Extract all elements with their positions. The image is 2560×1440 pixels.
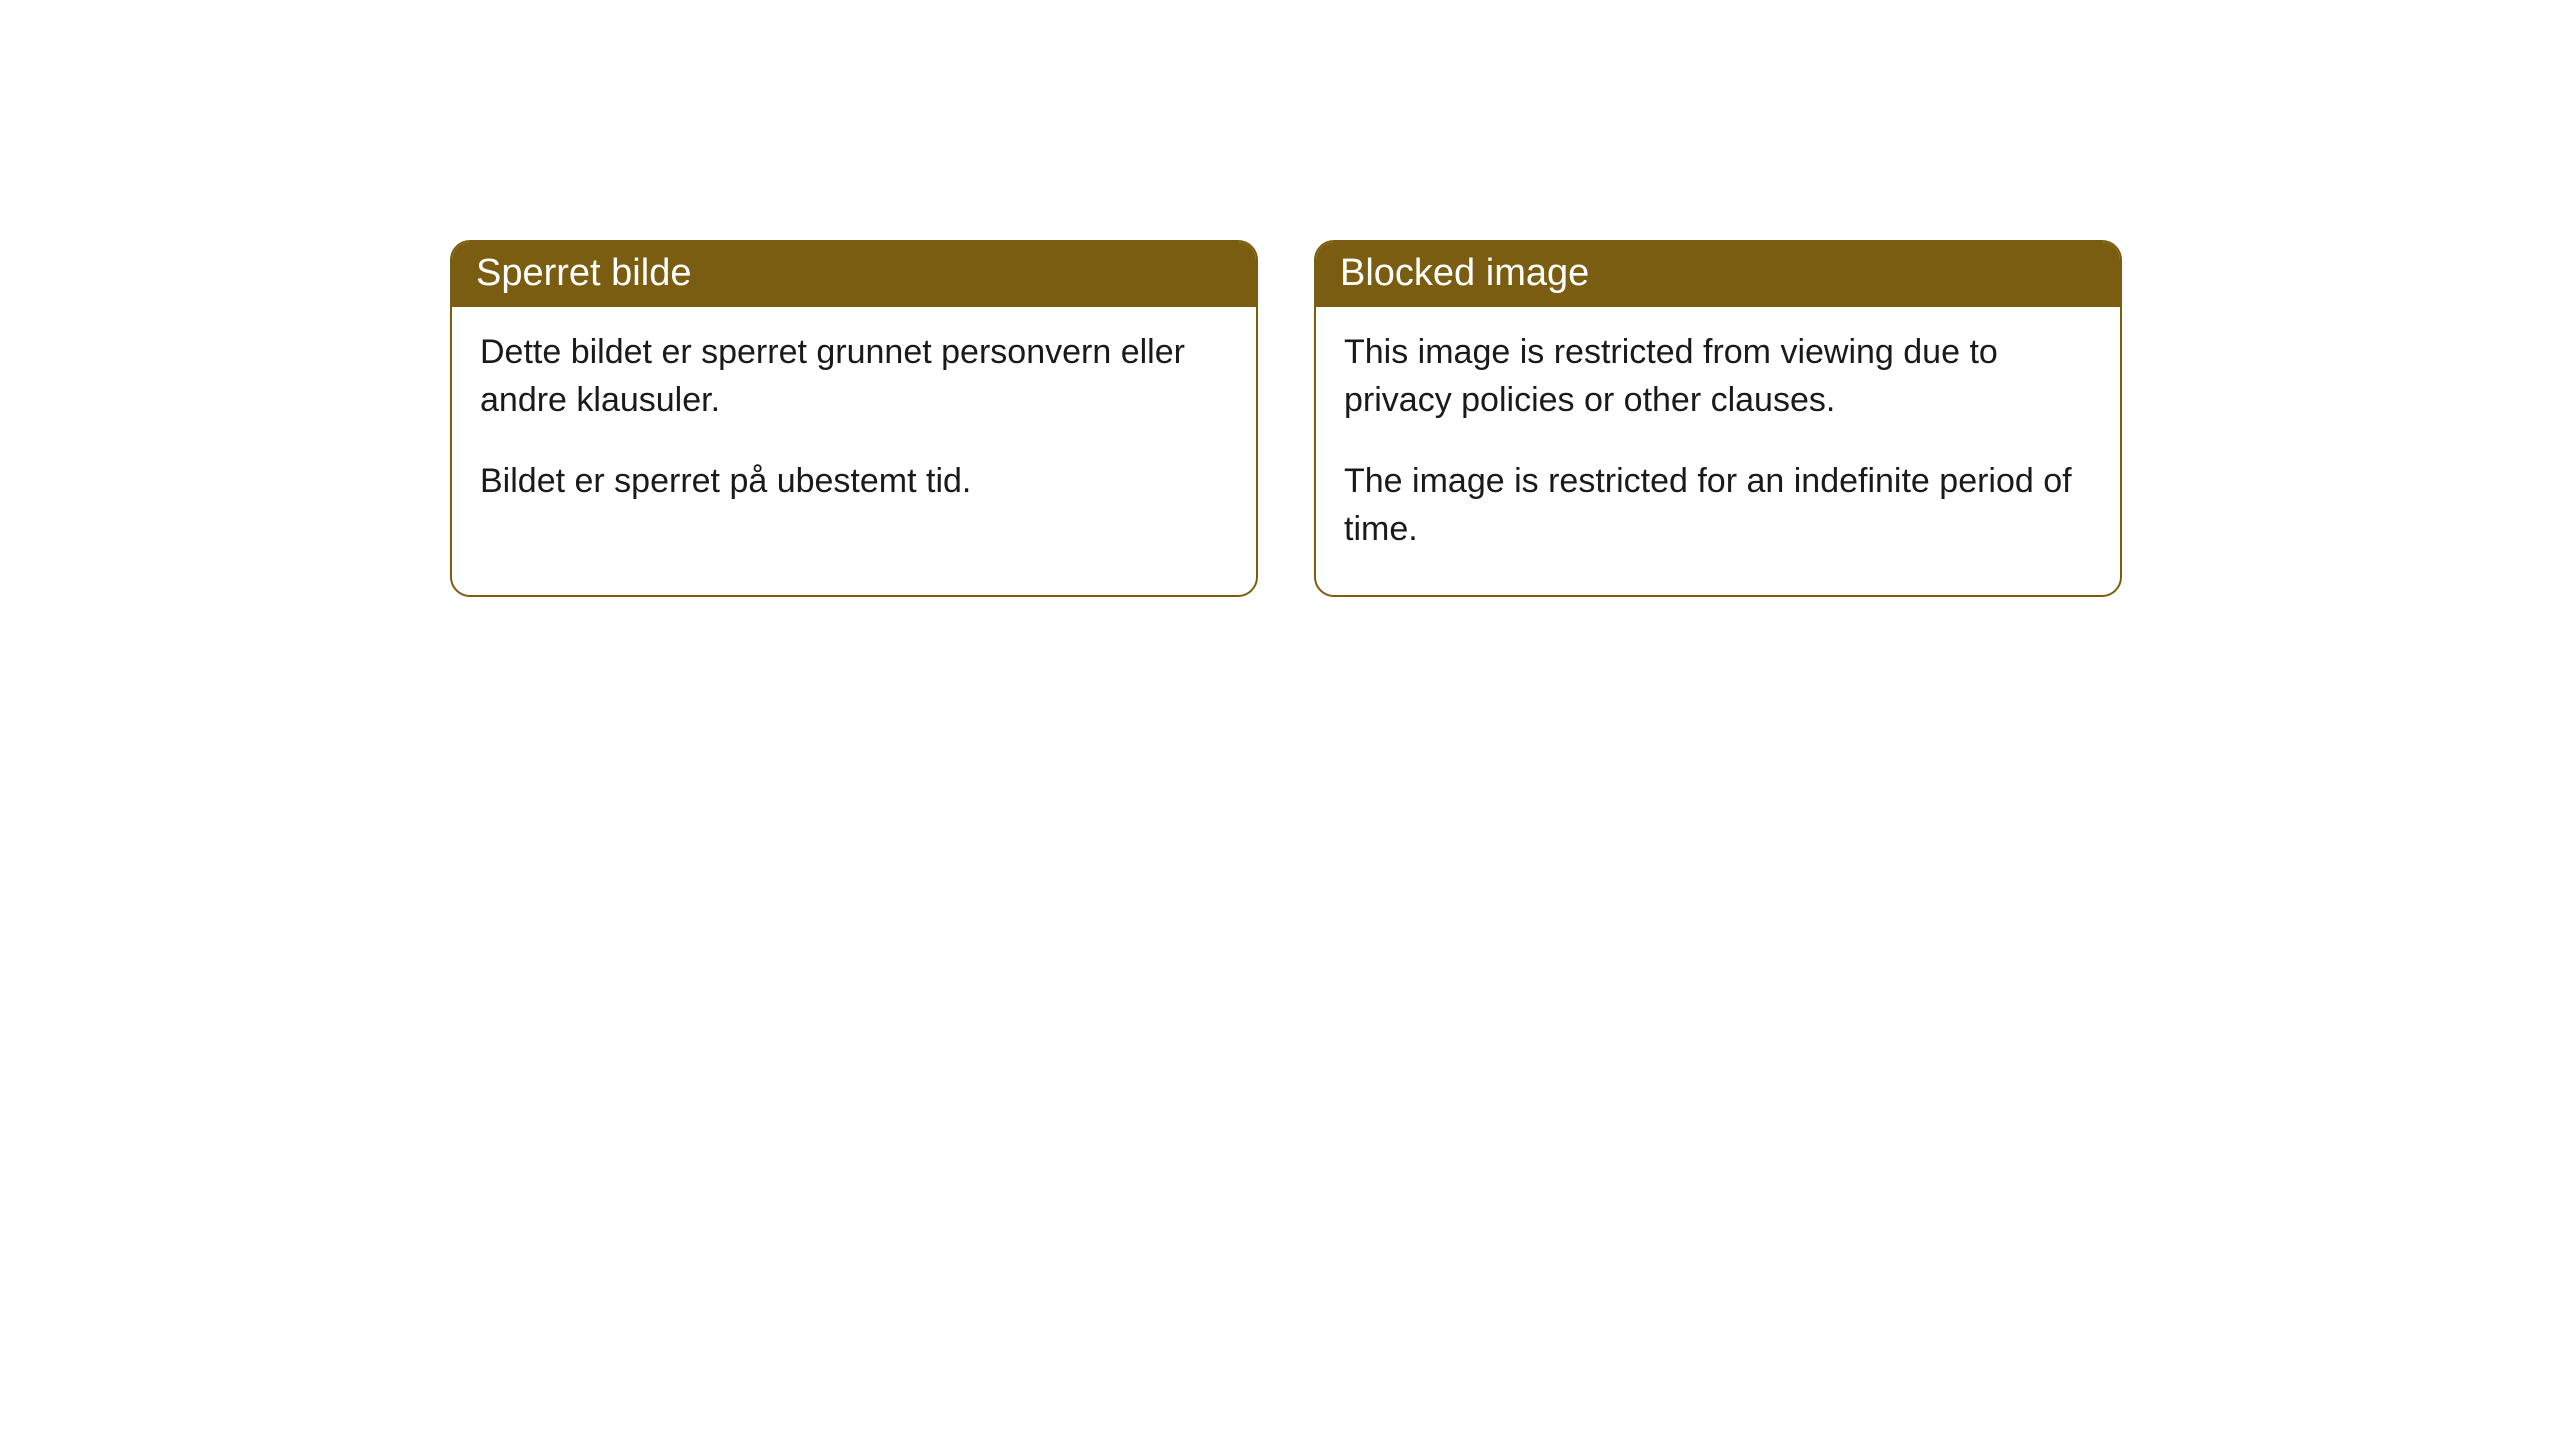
card-header: Blocked image: [1316, 242, 2120, 307]
card-title: Sperret bilde: [476, 252, 691, 294]
card-paragraph: Dette bildet er sperret grunnet personve…: [480, 329, 1228, 424]
card-body: This image is restricted from viewing du…: [1316, 307, 2120, 595]
card-paragraph: This image is restricted from viewing du…: [1344, 329, 2092, 424]
notice-cards-container: Sperret bilde Dette bildet er sperret gr…: [450, 240, 2122, 597]
notice-card-norwegian: Sperret bilde Dette bildet er sperret gr…: [450, 240, 1258, 597]
card-title: Blocked image: [1340, 252, 1589, 294]
card-paragraph: Bildet er sperret på ubestemt tid.: [480, 458, 1228, 506]
card-body: Dette bildet er sperret grunnet personve…: [452, 307, 1256, 548]
notice-card-english: Blocked image This image is restricted f…: [1314, 240, 2122, 597]
card-paragraph: The image is restricted for an indefinit…: [1344, 458, 2092, 553]
card-header: Sperret bilde: [452, 242, 1256, 307]
